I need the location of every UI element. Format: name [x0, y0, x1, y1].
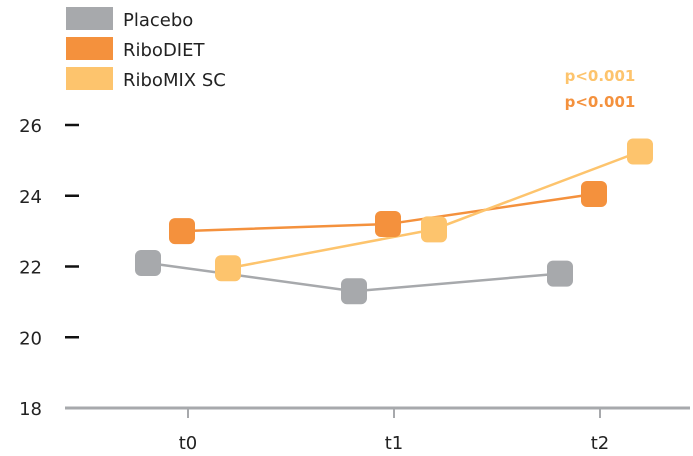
y-axis: 18 20 22 24 26 [19, 116, 79, 420]
y-tick-label-24: 24 [19, 187, 42, 208]
data-point-ribodiet-t1 [375, 211, 401, 238]
x-tick-label-t1: t1 [385, 433, 404, 454]
data-point-placebo-t2 [547, 260, 573, 287]
legend: Placebo RiboDIET RiboMIX SC [66, 7, 226, 91]
series-line-ribomix-sc [227, 150, 641, 270]
data-point-ribomix-sc-t2 [627, 138, 653, 165]
legend-label-ribodiet: RiboDIET [123, 40, 205, 61]
x-tick-label-t0: t0 [179, 433, 198, 454]
annotations: p<0.001 p<0.001 [565, 67, 636, 111]
y-tick-label-26: 26 [19, 116, 42, 137]
legend-label-ribomix-sc: RiboMIX SC [123, 70, 226, 91]
legend-swatch-ribomix-sc [66, 67, 113, 90]
y-tick-label-22: 22 [19, 258, 42, 279]
data-point-ribomix-sc-t1 [421, 216, 447, 243]
data-point-ribodiet-t0 [169, 218, 195, 245]
legend-label-placebo: Placebo [123, 10, 193, 31]
y-tick-label-20: 20 [19, 328, 42, 349]
y-tick-label-18: 18 [19, 399, 42, 420]
legend-swatch-ribodiet [66, 37, 113, 60]
annotation-p-value-2: p<0.001 [565, 93, 636, 111]
annotation-p-value-1: p<0.001 [565, 67, 636, 85]
data-point-ribomix-sc-t0 [215, 255, 241, 282]
series-points [135, 138, 653, 305]
data-point-placebo-t0 [135, 249, 161, 276]
x-tick-label-t2: t2 [591, 433, 610, 454]
data-point-placebo-t1 [341, 278, 367, 305]
legend-swatch-placebo [66, 7, 113, 30]
data-point-ribodiet-t2 [581, 180, 607, 207]
x-axis: t0 t1 t2 [65, 406, 690, 454]
